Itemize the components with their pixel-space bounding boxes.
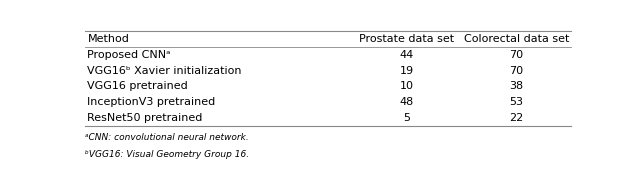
Text: 70: 70 [509,50,524,60]
Text: 48: 48 [400,97,414,107]
Text: VGG16 pretrained: VGG16 pretrained [88,81,188,91]
Text: VGG16ᵇ Xavier initialization: VGG16ᵇ Xavier initialization [88,66,242,76]
Text: 44: 44 [400,50,414,60]
Text: ᵇVGG16: Visual Geometry Group 16.: ᵇVGG16: Visual Geometry Group 16. [85,150,249,159]
Text: ResNet50 pretrained: ResNet50 pretrained [88,113,203,123]
Text: 10: 10 [400,81,414,91]
Text: 5: 5 [403,113,410,123]
Text: 70: 70 [509,66,524,76]
Text: Colorectal data set: Colorectal data set [463,34,569,44]
Text: ᵃCNN: convolutional neural network.: ᵃCNN: convolutional neural network. [85,132,249,142]
Text: 38: 38 [509,81,524,91]
Text: 22: 22 [509,113,524,123]
Text: Proposed CNNᵃ: Proposed CNNᵃ [88,50,171,60]
Text: 53: 53 [509,97,524,107]
Text: Method: Method [88,34,129,44]
Text: 19: 19 [400,66,414,76]
Text: Prostate data set: Prostate data set [360,34,454,44]
Text: InceptionV3 pretrained: InceptionV3 pretrained [88,97,216,107]
